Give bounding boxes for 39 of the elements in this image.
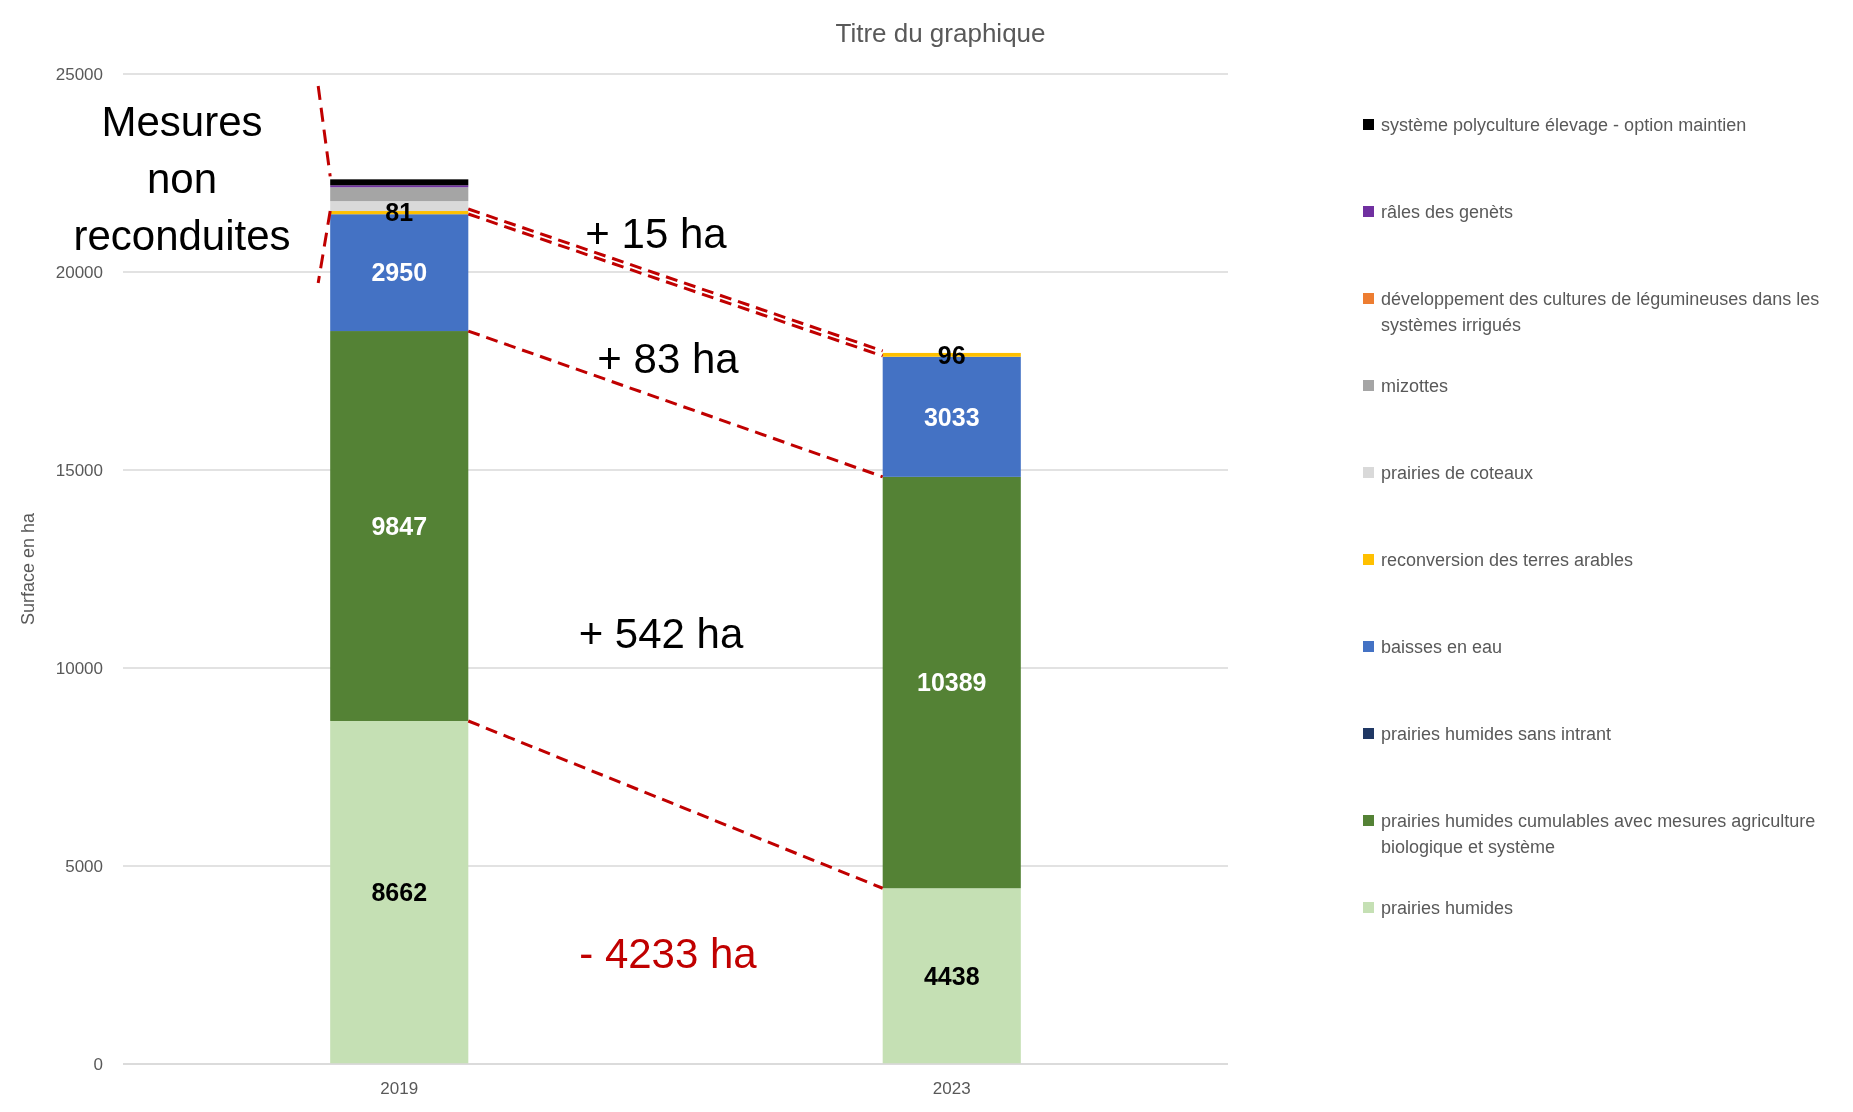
- legend-label: prairies humides sans intrant: [1381, 724, 1612, 745]
- y-tick-label: 15000: [55, 460, 103, 480]
- annotation: + 83 ha: [597, 334, 740, 382]
- y-tick-label: 20000: [55, 262, 103, 282]
- legend-label: système polyculture élevage - option maintien: [1381, 115, 1747, 136]
- legend-label: prairies humides cumulables avec mesures agriculture biologique et système: [1381, 811, 1816, 858]
- bar: [882, 476, 1021, 889]
- data-label: 8662: [371, 878, 428, 907]
- annotation: - 4233 ha: [579, 929, 758, 977]
- legend-label: prairies de coteaux: [1381, 463, 1534, 484]
- bar: [330, 187, 469, 202]
- legend-label: reconversion des terres arables: [1381, 550, 1634, 571]
- bar: [330, 179, 469, 186]
- data-label: 81: [385, 198, 414, 227]
- data-label: 96: [937, 340, 966, 369]
- annotation: + 15 ha: [585, 209, 728, 257]
- legend-label: prairies humides: [1381, 898, 1514, 919]
- y-tick-label: 5000: [65, 856, 103, 876]
- data-label: 3033: [923, 402, 980, 431]
- data-label: 10389: [916, 668, 987, 697]
- legend-label: mizottes: [1381, 376, 1449, 397]
- y-axis-title: Surface en ha: [18, 511, 38, 626]
- data-label: 2950: [371, 258, 428, 287]
- x-tick-label: 2023: [932, 1079, 971, 1098]
- data-label: 9847: [371, 511, 428, 540]
- data-label: 4438: [923, 961, 980, 990]
- x-tick-label: 2019: [380, 1079, 419, 1098]
- chart-title: Titre du graphique: [835, 18, 1046, 48]
- bar: [330, 720, 469, 1064]
- y-tick-label: 10000: [55, 658, 103, 678]
- legend-label: baisses en eau: [1381, 637, 1503, 658]
- legend-label: râles des genèts: [1381, 202, 1514, 223]
- y-tick-label: 0: [93, 1054, 103, 1074]
- bar: [330, 331, 469, 721]
- legend-label: développement des cultures de légumineuses dans les systèmes irrigués: [1381, 289, 1820, 336]
- bar: [882, 888, 1021, 1064]
- annotation: + 542 ha: [578, 609, 744, 657]
- annotation: Mesures non reconduites: [73, 98, 291, 259]
- y-tick-label: 25000: [55, 64, 103, 84]
